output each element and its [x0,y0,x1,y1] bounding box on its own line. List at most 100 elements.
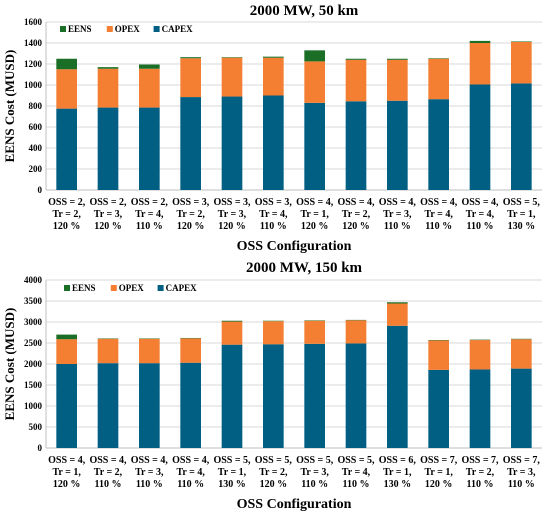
bar-opex [304,320,325,344]
bar-eens [221,320,243,322]
y-tick-label: 3000 [24,317,43,327]
bar-opex [511,41,532,84]
x-tick-label: 120 % [260,479,288,490]
x-tick-label: OSS = 4, [461,197,499,208]
bar-eens [345,58,367,60]
chart-title: 2000 MW, 150 km [246,260,363,276]
bar-eens [511,41,532,42]
bar-capex [263,344,284,448]
x-tick-label: OSS = 4, [337,197,375,208]
bar-capex [511,368,532,448]
x-tick-label: 110 % [260,221,287,232]
x-tick-label: OSS = 7, [420,455,458,466]
x-tick-label: 110 % [136,479,163,490]
y-axis-label: EENS Cost (MUSD) [2,308,17,421]
y-tick-label: 2500 [24,338,43,348]
x-tick-label: OSS = 4, [48,455,86,466]
bar-eens [56,58,77,70]
legend-label-opex: OPEX [119,283,145,293]
bar-eens [263,56,284,58]
x-tick-label: Tr = 4, [342,467,371,478]
x-tick-label: OSS = 7, [461,455,499,466]
bar-capex [56,108,77,190]
bar-capex [387,325,408,448]
chart-title: 2000 MW, 50 km [250,3,359,19]
bar-capex [180,362,201,448]
x-tick-label: 110 % [467,221,494,232]
bar-capex [139,363,160,448]
bar-opex [263,321,284,345]
y-tick-label: 200 [29,164,43,174]
y-tick-label: 1600 [24,17,43,27]
bar-opex [97,338,119,364]
y-tick-label: 3500 [24,296,43,306]
bar-opex [263,57,284,96]
x-tick-label: 120 % [53,221,81,232]
bar-eens [387,302,408,304]
x-tick-label: OSS = 5, [213,455,251,466]
legend-label-eens: EENS [72,283,96,293]
y-tick-label: 0 [38,185,43,195]
x-tick-label: OSS = 4, [296,197,334,208]
x-tick-label: Tr = 2, [176,209,205,220]
bar-capex [511,83,532,190]
bar-eens [304,50,325,62]
x-tick-label: OSS = 4, [172,455,210,466]
legend-swatch-opex [110,285,117,291]
bar-capex [97,363,119,448]
bar-opex [97,68,119,108]
x-tick-label: 110 % [467,479,494,490]
bar-opex [387,303,408,326]
x-tick-label: OSS = 4, [89,455,127,466]
bar-capex [428,369,449,448]
legend: EENS OPEX CAPEX [64,283,197,293]
x-tick-label: OSS = 2, [131,197,169,208]
bar-opex [180,338,201,363]
x-tick-label: Tr = 2, [466,467,495,478]
x-tick-label: 110 % [508,479,535,490]
bar-capex [469,369,491,448]
x-tick-label: Tr = 3, [218,209,247,220]
x-tick-label: 130 % [218,479,246,490]
bar-capex [345,343,367,448]
x-tick-label: 110 % [343,479,370,490]
x-tick-label: Tr = 1, [507,209,536,220]
x-tick-label: Tr = 3, [507,467,536,478]
bar-capex [139,107,160,190]
x-tick-label: OSS = 3, [255,197,293,208]
y-tick-label: 1400 [24,38,43,48]
x-axis-label: OSS Configuration [237,497,352,512]
x-tick-label: OSS = 5, [503,197,541,208]
legend-label-capex: CAPEX [162,24,193,34]
bar-capex [56,364,77,448]
x-tick-label: OSS = 4, [420,197,458,208]
y-tick-label: 2000 [24,359,43,369]
bar-eens [469,40,491,43]
bar-capex [345,101,367,190]
legend-swatch-opex [106,26,113,32]
legend-label-capex: CAPEX [166,283,197,293]
x-tick-label: Tr = 3, [135,467,164,478]
x-tick-label: 120 % [53,479,81,490]
bar-opex [139,338,160,364]
y-axis-label: EENS Cost (MUSD) [2,50,17,163]
x-tick-label: Tr = 2, [52,209,81,220]
x-tick-label: 120 % [218,221,246,232]
bar-capex [469,84,491,190]
x-tick-label: 120 % [301,221,329,232]
x-tick-label: Tr = 4, [135,209,164,220]
y-tick-label: 400 [29,143,43,153]
x-tick-label: 120 % [342,221,370,232]
bar-opex [180,58,201,98]
x-tick-label: Tr = 2, [342,209,371,220]
x-tick-label: OSS = 2, [89,197,127,208]
x-tick-label: OSS = 3, [172,197,210,208]
legend-swatch-capex [157,285,164,291]
x-tick-label: 110 % [425,221,452,232]
x-tick-label: Tr = 1, [52,467,81,478]
bar-eens [139,64,160,69]
bar-capex [304,102,325,190]
bar-opex [304,61,325,103]
x-tick-label: 120 % [177,221,205,232]
